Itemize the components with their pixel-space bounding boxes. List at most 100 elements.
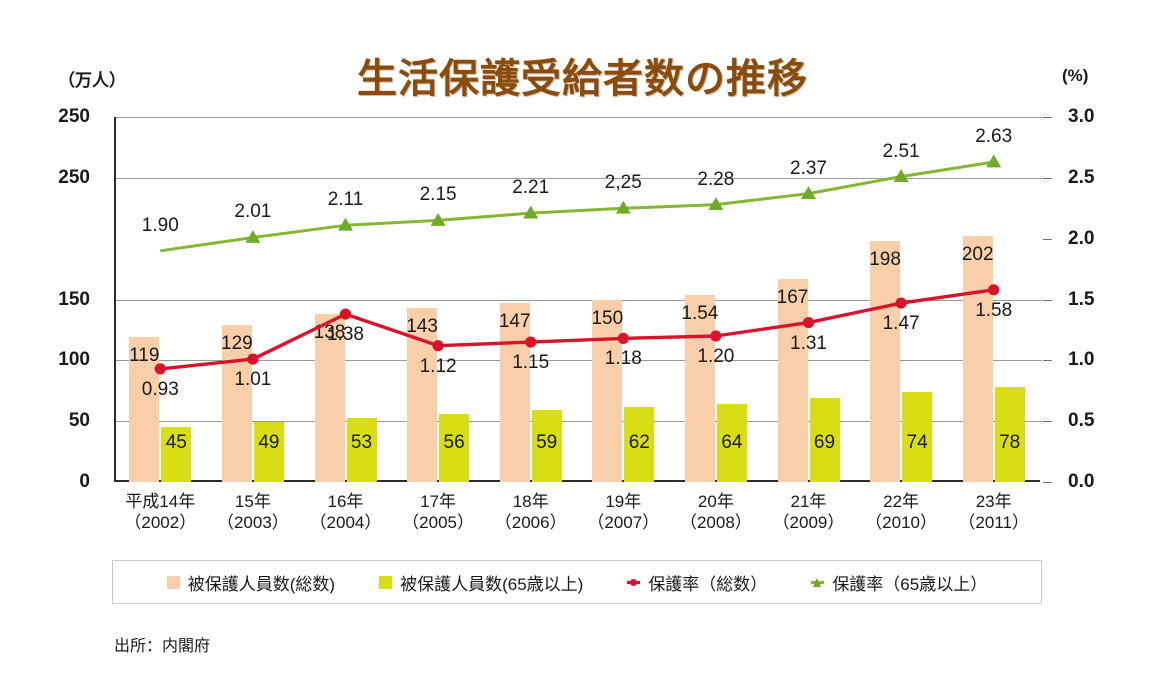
bar-elderly-value-label: 56 xyxy=(443,432,465,453)
x-axis-label: 20年 （2008） xyxy=(670,491,763,534)
bar-elderly[interactable] xyxy=(346,417,377,482)
bar-elderly-value-label: 45 xyxy=(165,432,187,453)
bar-total-value-label: 1.54 xyxy=(681,302,719,324)
bar-elderly[interactable] xyxy=(994,387,1025,482)
rate-total-value-label: 0.93 xyxy=(141,378,179,400)
x-axis-label-line: （2010） xyxy=(865,513,937,533)
left-axis-unit-label: （万人） xyxy=(58,71,126,90)
right-axis-unit-label: (%) xyxy=(1062,66,1089,85)
x-axis-label: 23年 （2011） xyxy=(947,491,1040,534)
source-note: 出所：内閣府 xyxy=(114,638,211,655)
x-axis-label-line: （2008） xyxy=(679,513,752,533)
bar-elderly[interactable] xyxy=(809,398,840,482)
bar-elderly[interactable] xyxy=(624,406,655,482)
x-axis-label: 17年 （2005） xyxy=(392,491,485,534)
legend: 被保護人員数(総数) 被保護人員数(65歳以上) 保護率（総数） 保護率（65歳以上） xyxy=(112,560,1042,604)
y2-axis-tick-label: 2.0 xyxy=(1068,227,1095,249)
y2-axis-tick-mark xyxy=(1043,299,1052,301)
y-axis-tick-label: 250 xyxy=(58,166,90,188)
y2-axis-tick-mark xyxy=(1043,421,1052,423)
legend-label: 被保護人員数(総数) xyxy=(187,574,336,594)
bar-elderly-value-label: 78 xyxy=(999,432,1021,453)
legend-item-2[interactable]: 保護率（総数） xyxy=(627,570,767,595)
legend-label: 保護率（65歳以上） xyxy=(832,574,988,594)
legend-item-3[interactable]: 保護率（65歳以上） xyxy=(811,570,987,595)
y2-axis-tick-label: 1.0 xyxy=(1068,349,1095,371)
x-axis-label-line: （2002） xyxy=(124,513,197,533)
bar-elderly-value-label: 64 xyxy=(721,432,743,453)
x-axis-label-line: 22年 xyxy=(883,492,920,511)
y2-axis-tick-mark xyxy=(1043,482,1052,483)
rate-total-value-label: 1.58 xyxy=(975,299,1013,321)
y2-axis-tick-mark xyxy=(1043,117,1052,118)
bar-total-value-label: 150 xyxy=(591,307,624,329)
y2-axis-tick-mark xyxy=(1043,238,1052,240)
bar-elderly[interactable] xyxy=(253,422,284,482)
gridline xyxy=(116,117,1042,118)
legend-label: 被保護人員数(65歳以上) xyxy=(400,574,584,594)
rate-elderly-value-label: 2.63 xyxy=(975,126,1013,148)
rate-total-value-label: 1.38 xyxy=(327,324,364,346)
x-axis-label: 15年 （2003） xyxy=(207,491,300,534)
legend-item-1[interactable]: 被保護人員数(65歳以上) xyxy=(379,570,583,595)
bar-elderly[interactable] xyxy=(531,410,562,482)
x-axis-label-line: （2003） xyxy=(216,513,289,533)
x-axis-label: 16年 （2004） xyxy=(299,491,392,534)
legend-square-icon xyxy=(166,575,180,589)
y-axis-tick-label: 250 xyxy=(58,106,90,127)
y2-axis-tick-label: 3.0 xyxy=(1068,106,1095,127)
bar-total-value-label: 202 xyxy=(961,244,994,266)
x-axis-label-line: 17年 xyxy=(420,492,457,511)
bar-elderly[interactable] xyxy=(161,427,192,482)
x-axis-label-line: （2006） xyxy=(494,513,567,533)
legend-label: 保護率（総数） xyxy=(648,574,768,594)
x-axis-label: 22年 （2010） xyxy=(855,491,948,534)
bar-elderly[interactable] xyxy=(716,404,747,482)
y-axis-tick-label: 150 xyxy=(58,288,90,310)
x-axis-label-line: 18年 xyxy=(512,492,549,511)
rate-total-value-label: 1.01 xyxy=(234,369,272,391)
rate-total-value-label: 1.31 xyxy=(790,332,827,354)
bar-total-value-label: 167 xyxy=(776,286,809,308)
legend-circle-line-icon xyxy=(627,576,641,589)
x-axis-label-line: 19年 xyxy=(605,492,642,511)
bar-elderly-value-label: 49 xyxy=(258,432,280,453)
legend-item-0[interactable]: 被保護人員数(総数) xyxy=(166,570,336,595)
x-axis-label-line: 平成14年 xyxy=(125,492,196,511)
bar-elderly[interactable] xyxy=(439,413,470,482)
x-axis-label: 18年 （2006） xyxy=(484,491,577,534)
x-axis-label-line: 23年 xyxy=(975,492,1012,511)
y2-axis-tick-label: 2.5 xyxy=(1068,166,1095,188)
x-axis-label-line: （2004） xyxy=(309,513,382,533)
x-axis-label: 平成14年 （2002） xyxy=(114,491,207,534)
y-axis-tick-label: 0 xyxy=(79,471,90,492)
y-axis-tick-label: 100 xyxy=(58,349,90,371)
y2-axis-tick-label: 0.0 xyxy=(1068,471,1095,492)
page-title: 生活保護受給者数の推移 xyxy=(357,57,808,101)
x-axis-label-line: （2007） xyxy=(587,513,660,533)
x-axis-label-line: 15年 xyxy=(234,492,271,511)
x-axis-label: 21年 （2009） xyxy=(762,491,855,534)
bar-total-value-label: 129 xyxy=(221,333,253,355)
bar-elderly-value-label: 62 xyxy=(628,432,650,453)
y-axis-tick-label: 50 xyxy=(68,410,90,432)
y2-axis-tick-mark xyxy=(1043,360,1052,362)
bar-total-value-label: 119 xyxy=(129,345,160,367)
legend-triangle-line-icon xyxy=(811,576,825,589)
bar-total-value-label: 147 xyxy=(498,311,531,333)
bar-elderly[interactable] xyxy=(902,391,933,482)
x-axis-label-line: （2009） xyxy=(772,513,845,533)
x-axis-label-line: （2011） xyxy=(958,513,1029,533)
bar-total[interactable] xyxy=(129,337,160,482)
x-axis-label-line: 21年 xyxy=(790,492,827,511)
y2-axis-tick-label: 0.5 xyxy=(1068,410,1095,432)
y2-axis-tick-mark xyxy=(1043,177,1052,179)
x-axis-label-line: 16年 xyxy=(327,492,364,511)
rate-elderly-value-label: 2.51 xyxy=(882,140,920,162)
y2-axis-tick-label: 1.5 xyxy=(1068,288,1095,310)
bar-elderly-value-label: 69 xyxy=(813,432,836,453)
